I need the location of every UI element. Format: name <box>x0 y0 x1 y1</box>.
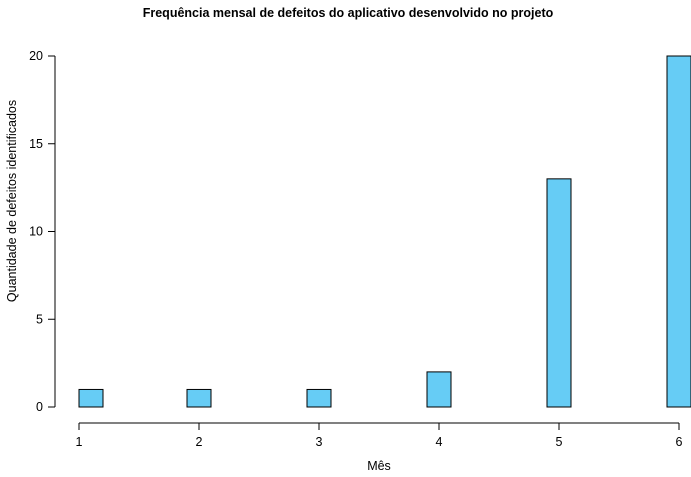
bar-month-2 <box>186 388 212 408</box>
y-axis-label: Quantidade de defeitos identificados <box>5 100 19 302</box>
x-axis: 1 2 3 4 5 6 <box>76 422 683 449</box>
x-axis-label: Mês <box>367 459 391 473</box>
x-tick-label: 6 <box>676 435 683 449</box>
y-tick-label: 20 <box>29 49 43 63</box>
x-tick-label: 4 <box>436 435 443 449</box>
x-tick-label: 5 <box>556 435 563 449</box>
x-tick-label: 2 <box>196 435 203 449</box>
bar-month-6 <box>666 55 691 408</box>
y-tick-label: 0 <box>36 400 43 414</box>
bar-month-1 <box>78 388 104 408</box>
x-tick-label: 1 <box>76 435 83 449</box>
bars-group <box>78 55 691 408</box>
y-tick-label: 5 <box>36 312 43 326</box>
bar-month-5 <box>546 178 572 408</box>
y-tick-label: 10 <box>29 225 43 239</box>
x-tick-label: 3 <box>316 435 323 449</box>
y-axis: 0 5 10 15 20 <box>29 49 56 414</box>
chart-title: Frequência mensal de defeitos do aplicat… <box>143 6 554 20</box>
bar-month-3 <box>306 388 332 408</box>
y-tick-label: 15 <box>29 137 43 151</box>
bar-month-4 <box>426 371 452 408</box>
